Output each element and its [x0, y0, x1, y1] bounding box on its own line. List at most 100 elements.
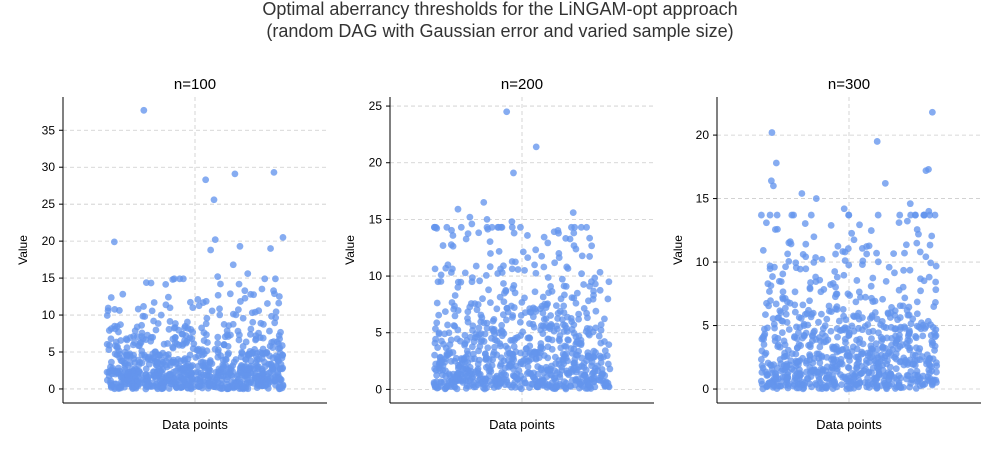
- data-point: [266, 327, 273, 335]
- data-point: [830, 356, 838, 363]
- data-point: [783, 375, 791, 383]
- data-point: [519, 360, 527, 368]
- data-points: [430, 108, 614, 393]
- data-point: [537, 364, 545, 372]
- data-point: [852, 298, 860, 306]
- data-point: [930, 303, 938, 310]
- data-point: [435, 311, 443, 319]
- data-point: [779, 270, 787, 278]
- data-point: [832, 250, 839, 258]
- data-point: [572, 340, 580, 348]
- data-point: [568, 349, 576, 357]
- data-point: [888, 304, 895, 311]
- data-point: [149, 379, 156, 387]
- data-point: [906, 383, 914, 391]
- data-point: [207, 246, 215, 254]
- data-point: [597, 359, 605, 366]
- data-point: [767, 297, 774, 305]
- data-point: [145, 360, 153, 368]
- data-point: [849, 343, 857, 351]
- data-point: [233, 372, 241, 380]
- data-point: [469, 343, 476, 351]
- data-point: [882, 381, 889, 389]
- data-point: [791, 308, 799, 316]
- data-point: [582, 372, 590, 380]
- data-point: [141, 313, 149, 320]
- data-point: [234, 306, 242, 313]
- data-point: [757, 211, 765, 219]
- data-point: [573, 366, 581, 374]
- data-point: [438, 337, 445, 345]
- data-point: [190, 383, 198, 391]
- data-point: [575, 310, 583, 318]
- data-point: [469, 322, 477, 330]
- data-point: [194, 296, 202, 303]
- data-point: [229, 310, 237, 318]
- data-point: [583, 309, 591, 317]
- data-point: [475, 324, 483, 332]
- data-point: [892, 365, 900, 373]
- data-point: [473, 306, 481, 314]
- data-point: [918, 353, 926, 360]
- data-point: [268, 312, 275, 320]
- data-point: [774, 225, 781, 233]
- data-points: [103, 106, 287, 393]
- data-point: [591, 383, 599, 391]
- x-axis-label: Data points: [489, 417, 555, 432]
- data-point: [272, 308, 280, 316]
- data-point: [495, 247, 503, 255]
- data-point: [558, 275, 566, 283]
- data-point: [188, 335, 196, 343]
- y-tick-label: 10: [42, 308, 56, 322]
- data-point: [769, 273, 776, 280]
- data-point: [809, 337, 816, 345]
- data-point: [186, 298, 194, 306]
- y-tick-label: 15: [696, 192, 710, 206]
- data-point: [266, 352, 273, 360]
- data-point: [279, 234, 287, 241]
- data-point: [887, 309, 895, 317]
- data-point: [164, 293, 172, 301]
- data-point: [601, 372, 609, 379]
- data-point: [530, 349, 538, 357]
- data-point: [104, 307, 112, 315]
- data-point: [551, 375, 558, 383]
- data-point: [182, 339, 190, 347]
- data-point: [585, 381, 593, 388]
- x-axis-label: Data points: [162, 417, 228, 432]
- data-point: [169, 335, 177, 343]
- data-point: [763, 219, 770, 227]
- data-point: [236, 242, 244, 250]
- data-point: [906, 344, 914, 352]
- data-point: [130, 351, 137, 359]
- data-point: [450, 322, 458, 329]
- data-point: [491, 376, 498, 384]
- data-point: [787, 240, 795, 248]
- data-point: [136, 380, 144, 387]
- data-point: [840, 205, 848, 213]
- data-point: [152, 326, 160, 334]
- data-point: [548, 336, 556, 344]
- data-point: [895, 286, 903, 294]
- data-point: [472, 368, 480, 376]
- data-point: [248, 349, 256, 357]
- data-point: [863, 250, 871, 258]
- data-point: [431, 365, 439, 373]
- data-point: [900, 266, 907, 274]
- data-point: [578, 252, 586, 260]
- y-tick-label: 5: [48, 345, 55, 359]
- data-point: [521, 379, 529, 387]
- data-point: [766, 288, 773, 295]
- data-point: [766, 211, 774, 219]
- data-point: [153, 383, 161, 391]
- data-point: [451, 357, 459, 365]
- data-point: [867, 227, 875, 234]
- data-point: [122, 351, 130, 359]
- data-point: [833, 273, 841, 281]
- data-point: [157, 311, 165, 319]
- data-point: [561, 342, 568, 350]
- data-point: [892, 332, 899, 340]
- data-point: [839, 306, 847, 313]
- data-point: [767, 282, 775, 290]
- data-point: [922, 167, 930, 175]
